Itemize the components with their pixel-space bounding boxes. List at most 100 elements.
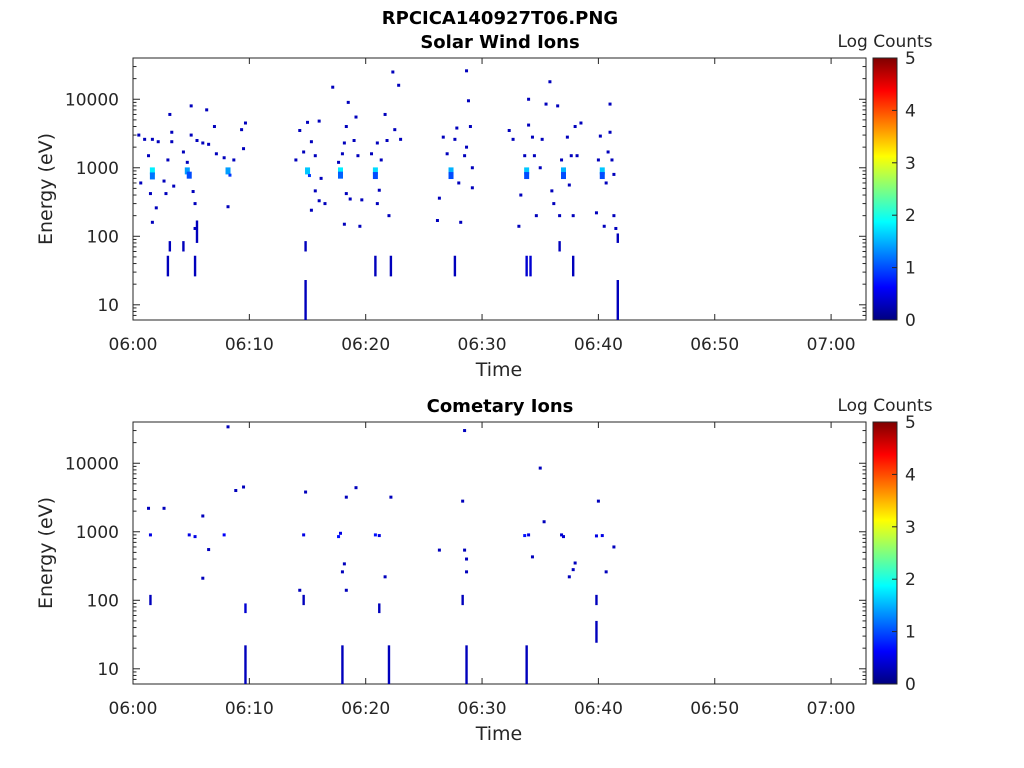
- data-cell: [604, 181, 608, 185]
- data-cell: [560, 158, 564, 162]
- y-tick-label: 10: [97, 296, 119, 316]
- data-cell: [331, 85, 335, 89]
- data-cell: [137, 133, 141, 137]
- colorbar-tick-label: 0: [905, 311, 916, 331]
- data-cell: [340, 152, 344, 156]
- data-cell: [149, 172, 155, 180]
- data-cell: [372, 167, 378, 175]
- data-cell: [507, 128, 511, 132]
- colorbar-tick-label: 5: [905, 49, 916, 69]
- y-tick-label: 1000: [76, 523, 119, 543]
- y-tick-label: 10: [97, 660, 119, 680]
- data-cell: [337, 167, 343, 175]
- data-cell: [147, 154, 151, 158]
- data-cell: [445, 152, 449, 156]
- data-cell: [579, 121, 583, 125]
- data-cell: [517, 224, 521, 228]
- data-cell: [360, 198, 364, 202]
- data-cell: [565, 135, 569, 139]
- data-streak: [149, 594, 152, 606]
- data-cell: [571, 214, 575, 218]
- data-cell: [612, 214, 616, 218]
- data-cell: [358, 224, 362, 228]
- data-cell: [346, 100, 350, 104]
- data-cell: [354, 115, 358, 119]
- y-axis-label: Energy (eV): [35, 133, 57, 245]
- data-streak: [304, 280, 307, 320]
- data-cell: [242, 147, 246, 151]
- data-cell: [523, 534, 527, 538]
- data-cell: [240, 128, 244, 132]
- data-cell: [344, 192, 348, 196]
- data-cell: [608, 102, 612, 106]
- x-tick-label: 06:50: [690, 699, 739, 719]
- data-cell: [205, 108, 209, 112]
- colorbar-tick-label: 3: [905, 154, 916, 174]
- axes: 06:00 06:10 06:20 06:30 06:40 06:50 07:00 10 100…: [65, 421, 866, 719]
- data-cell: [149, 167, 155, 175]
- data-cell: [463, 154, 467, 158]
- data-cell: [383, 112, 387, 116]
- data-cell: [594, 211, 598, 215]
- data-cell: [465, 145, 469, 149]
- data-cell: [242, 485, 246, 489]
- data-cell: [319, 176, 323, 180]
- data-streak: [304, 241, 307, 252]
- data-cell: [172, 184, 176, 188]
- data-cell: [232, 158, 236, 162]
- data-cell: [391, 70, 395, 74]
- data-cell: [193, 202, 197, 206]
- data-cell: [354, 486, 358, 490]
- data-cell: [441, 135, 445, 139]
- data-streak: [529, 255, 532, 277]
- data-streak: [387, 645, 391, 684]
- data-streak: [595, 620, 598, 643]
- data-cell: [463, 548, 467, 552]
- data-streak: [525, 645, 528, 684]
- x-tick-label: 06:30: [458, 335, 507, 355]
- x-tick-label: 06:30: [458, 699, 507, 719]
- x-tick-label: 06:40: [574, 335, 623, 355]
- data-cell: [540, 137, 544, 141]
- data-cell: [304, 490, 308, 494]
- data-cell: [162, 506, 166, 510]
- data-streak: [374, 255, 377, 277]
- colorbar-tick-label: 3: [905, 518, 916, 538]
- data-cell: [340, 570, 344, 574]
- data-streak: [166, 255, 170, 277]
- colorbar-tick-label: 1: [905, 259, 916, 279]
- data-cell: [309, 208, 313, 212]
- data-cell: [523, 154, 527, 158]
- data-cell: [524, 167, 530, 175]
- y-tick-label: 10000: [65, 454, 119, 474]
- x-tick-label: 06:10: [225, 699, 274, 719]
- data-streak: [168, 241, 172, 252]
- colorbar-tick-label: 4: [905, 465, 916, 485]
- data-cell: [448, 167, 454, 175]
- data-cell: [148, 192, 152, 196]
- data-cell: [556, 104, 560, 108]
- data-cell: [463, 429, 467, 433]
- data-cell: [191, 190, 195, 194]
- data-cell: [150, 137, 154, 141]
- data-cell: [201, 141, 205, 145]
- x-tick-label: 06:20: [341, 335, 390, 355]
- data-cell: [352, 139, 356, 143]
- data-cell: [466, 99, 470, 103]
- data-cell: [306, 120, 310, 124]
- colorbar-label: Log Counts: [837, 396, 932, 416]
- y-tick-label: 100: [87, 591, 119, 611]
- x-tick-label: 06:20: [341, 699, 390, 719]
- data-cell: [455, 126, 459, 130]
- data-cell: [317, 119, 321, 123]
- data-cell: [468, 125, 472, 129]
- data-cell: [560, 167, 566, 175]
- data-cell: [511, 137, 515, 141]
- data-streak: [465, 645, 468, 684]
- data-cell: [147, 506, 151, 510]
- data-cell: [599, 167, 605, 175]
- data-cell: [524, 172, 530, 180]
- data-cell: [337, 171, 343, 179]
- panel-title: Cometary Ions: [427, 396, 574, 417]
- data-cell: [560, 533, 564, 537]
